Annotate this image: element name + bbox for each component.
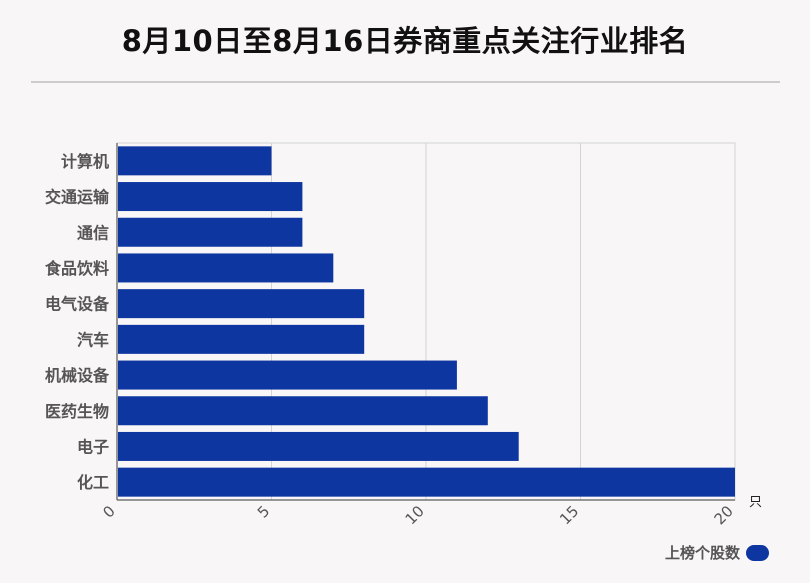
bar (118, 467, 735, 497)
bar (118, 396, 488, 426)
y-tick-label: 机械设备 (45, 366, 110, 385)
legend-label: 上榜个股数 (664, 544, 740, 562)
x-tick-label: 0 (99, 502, 118, 521)
y-tick-label: 食品饮料 (44, 259, 109, 278)
bar (118, 289, 365, 319)
x-tick-label: 10 (402, 502, 428, 528)
y-tick-label: 汽车 (77, 330, 109, 349)
y-tick-label: 计算机 (61, 152, 109, 171)
bar (118, 146, 272, 176)
y-tick-label: 通信 (77, 223, 109, 242)
x-tick-label: 5 (254, 502, 273, 521)
bar (118, 253, 334, 283)
x-tick-label: 20 (711, 502, 737, 528)
title-divider (31, 81, 780, 83)
y-tick-label: 化工 (77, 473, 109, 492)
y-tick-label: 交通运输 (45, 188, 110, 207)
bar (118, 324, 365, 354)
legend: 上榜个股数 (665, 542, 769, 563)
bar (118, 431, 519, 461)
x-unit-label: 只 (749, 495, 762, 510)
bar (118, 360, 457, 390)
legend-swatch (746, 544, 769, 561)
x-tick-label: 15 (556, 502, 582, 528)
chart-title: 8月10日至8月16日券商重点关注行业排名 (121, 24, 689, 58)
y-tick-label: 电子 (77, 437, 109, 456)
bar (118, 182, 303, 212)
bar (118, 217, 303, 247)
y-tick-label: 电气设备 (45, 295, 110, 314)
y-tick-label: 医药生物 (45, 402, 109, 421)
